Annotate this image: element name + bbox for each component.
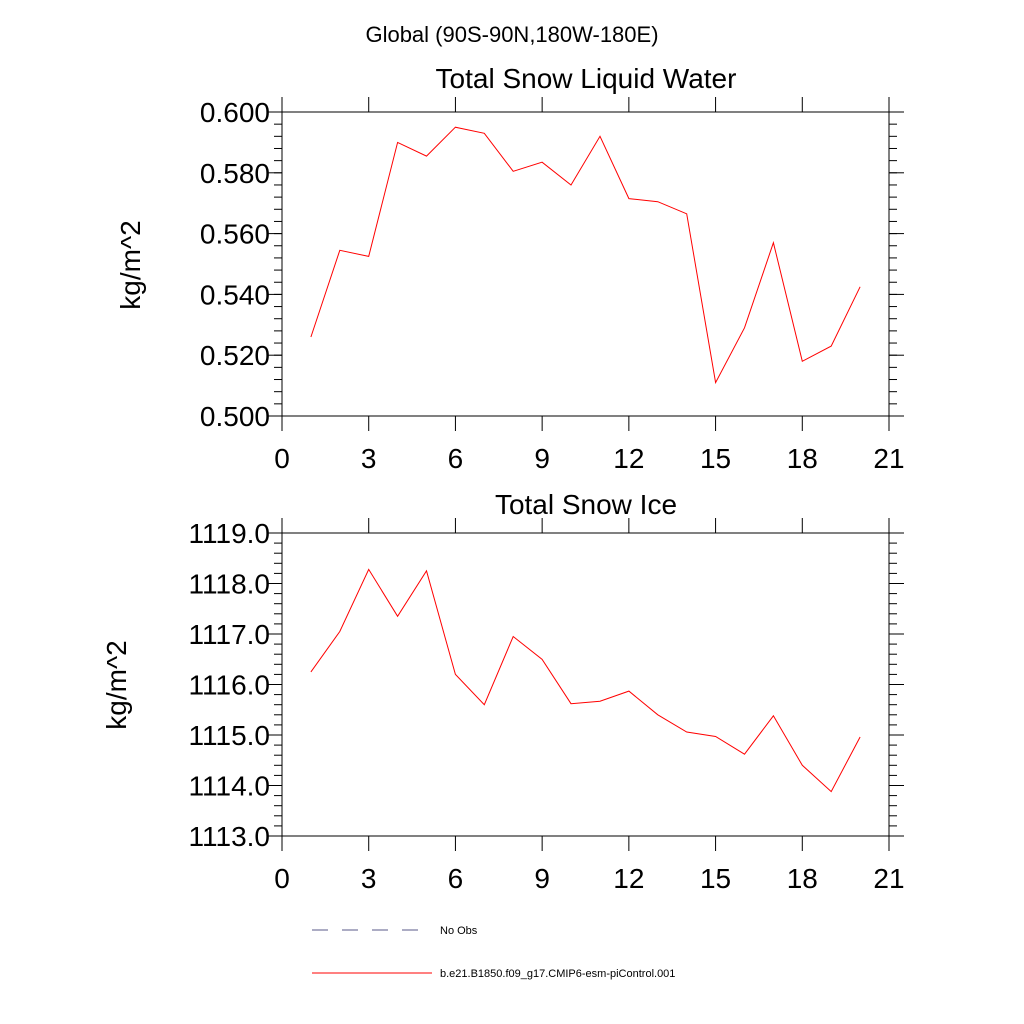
- panel-title: Total Snow Liquid Water: [436, 63, 737, 94]
- x-tick-label: 15: [700, 863, 731, 894]
- legend-label-no-obs: No Obs: [440, 925, 478, 937]
- x-tick-label: 9: [534, 443, 550, 474]
- axis-ticks: [267, 518, 904, 851]
- y-tick-label: 1117.0: [189, 619, 270, 650]
- x-tick-label: 21: [873, 863, 904, 894]
- x-tick-labels: 0 3 6 9 12 15 18 21: [274, 443, 904, 474]
- y-tick-label: 0.560: [200, 219, 270, 250]
- x-tick-label: 12: [613, 863, 644, 894]
- legend-entry-model: b.e21.B1850.f09_g17.CMIP6-esm-piControl.…: [312, 968, 675, 980]
- plot-frame: [281, 532, 890, 837]
- x-tick-label: 18: [787, 863, 818, 894]
- x-tick-label: 15: [700, 443, 731, 474]
- y-tick-labels: 0.500 0.520 0.540 0.560 0.580 0.600: [200, 97, 270, 432]
- y-tick-label: 1113.0: [189, 821, 270, 852]
- x-tick-label: 3: [361, 863, 377, 894]
- y-tick-label: 0.600: [200, 97, 270, 128]
- x-tick-label: 12: [613, 443, 644, 474]
- plot-frame: [281, 111, 890, 417]
- y-tick-label: 1118.0: [189, 569, 270, 600]
- x-tick-label: 21: [873, 443, 904, 474]
- y-tick-label: 1116.0: [189, 670, 270, 701]
- series-line: [310, 126, 861, 385]
- axis-ticks: [267, 97, 904, 431]
- series-line: [310, 568, 861, 793]
- y-tick-label: 1115.0: [189, 720, 270, 751]
- y-tick-labels: 1113.0 1114.0 1115.0 1116.0 1117.0 1118.0 1119…: [189, 518, 270, 852]
- y-tick-label: 0.500: [200, 401, 270, 432]
- y-tick-label: 0.540: [200, 279, 270, 310]
- figure-supertitle: Global (90S-90N,180W-180E): [365, 22, 658, 47]
- legend-entry-no-obs: No Obs: [312, 925, 478, 937]
- x-tick-label: 0: [274, 863, 290, 894]
- x-tick-label: 6: [448, 443, 464, 474]
- series-group: [310, 568, 861, 793]
- legend: No Obs b.e21.B1850.f09_g17.CMIP6-esm-piC…: [312, 925, 675, 980]
- y-axis-label: kg/m^2: [101, 640, 132, 729]
- panel-snow-liquid-water: Total Snow Liquid Water kg/m^2 0.500 0.52…: [115, 63, 905, 474]
- y-axis-label: kg/m^2: [115, 220, 146, 309]
- x-tick-label: 18: [787, 443, 818, 474]
- x-tick-label: 6: [448, 863, 464, 894]
- panel-snow-ice: Total Snow Ice kg/m^2 1113.0 1114.0 1115.0…: [101, 489, 905, 894]
- series-group: [310, 126, 861, 385]
- panel-title: Total Snow Ice: [495, 489, 677, 520]
- x-tick-label: 0: [274, 443, 290, 474]
- y-tick-label: 1119.0: [189, 518, 270, 549]
- x-tick-labels: 0 3 6 9 12 15 18 21: [274, 863, 904, 894]
- y-tick-label: 0.580: [200, 158, 270, 189]
- y-tick-label: 1114.0: [189, 771, 270, 802]
- y-tick-label: 0.520: [200, 340, 270, 371]
- legend-label-model: b.e21.B1850.f09_g17.CMIP6-esm-piControl.…: [440, 968, 675, 980]
- x-tick-label: 9: [534, 863, 550, 894]
- x-tick-label: 3: [361, 443, 377, 474]
